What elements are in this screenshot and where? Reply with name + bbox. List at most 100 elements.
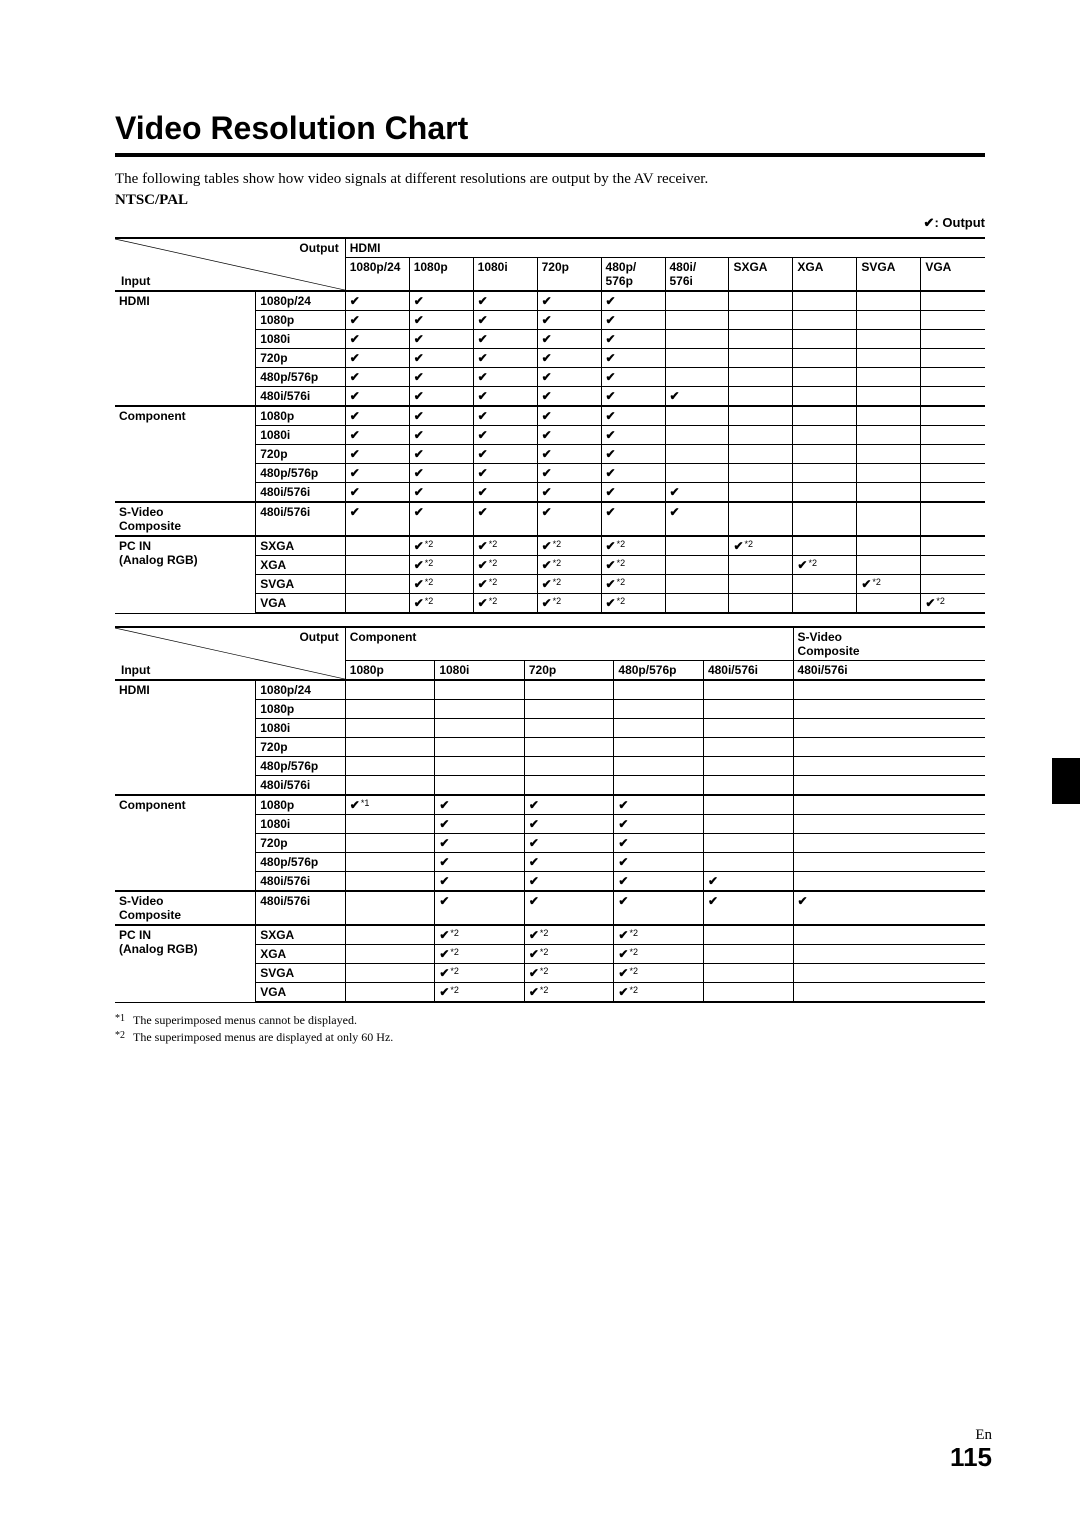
input-label: VGA — [256, 594, 346, 614]
input-label: 480p/576p — [256, 464, 346, 483]
cell — [729, 387, 793, 407]
cell — [345, 983, 435, 1003]
cell: ✔ — [601, 426, 665, 445]
cell — [793, 311, 857, 330]
cell — [729, 575, 793, 594]
cell — [524, 757, 614, 776]
legend: ✔: Output — [115, 215, 985, 231]
footnote: *1The superimposed menus cannot be displ… — [115, 1013, 985, 1028]
input-label: 1080p — [256, 406, 346, 426]
col-header: 480i/576i — [703, 661, 793, 681]
cell — [921, 464, 985, 483]
cell: ✔ — [601, 368, 665, 387]
diag-header: Output Input — [115, 627, 345, 680]
cell: ✔ — [345, 483, 409, 503]
input-label: 1080p — [256, 311, 346, 330]
cell — [857, 556, 921, 575]
cell — [729, 368, 793, 387]
col-header: 1080i — [473, 258, 537, 292]
cell — [857, 594, 921, 614]
input-label: 480i/576i — [256, 776, 346, 796]
cell: ✔ — [473, 330, 537, 349]
cell — [524, 719, 614, 738]
cell: ✔ — [524, 853, 614, 872]
cell — [729, 464, 793, 483]
cell — [729, 594, 793, 614]
cell — [793, 964, 985, 983]
cell: ✔*2 — [524, 964, 614, 983]
cell — [857, 445, 921, 464]
input-label: SVGA — [256, 575, 346, 594]
cell: ✔ — [409, 464, 473, 483]
cell: ✔*2 — [473, 536, 537, 556]
cell: ✔ — [345, 330, 409, 349]
col-header: 480i/576i — [665, 258, 729, 292]
cell — [665, 406, 729, 426]
cell: ✔ — [409, 502, 473, 536]
cell — [793, 330, 857, 349]
cell — [921, 426, 985, 445]
intro-text: The following tables show how video sign… — [115, 171, 985, 188]
cell — [729, 502, 793, 536]
cell — [703, 983, 793, 1003]
cell: ✔ — [435, 795, 525, 815]
cell — [665, 311, 729, 330]
cell — [703, 853, 793, 872]
input-group: HDMI — [115, 680, 256, 795]
cell: ✔ — [345, 368, 409, 387]
cell: ✔ — [409, 483, 473, 503]
cell: ✔ — [601, 311, 665, 330]
cell — [345, 872, 435, 892]
cell — [729, 483, 793, 503]
cell: ✔ — [345, 464, 409, 483]
cell: ✔ — [537, 330, 601, 349]
cell — [703, 719, 793, 738]
cell — [524, 700, 614, 719]
cell: ✔ — [435, 872, 525, 892]
cell: ✔ — [601, 406, 665, 426]
cell — [921, 483, 985, 503]
cell: ✔ — [537, 445, 601, 464]
cell — [665, 556, 729, 575]
legend-text: : Output — [934, 215, 985, 230]
page-footer: En 115 — [950, 1427, 992, 1470]
cell — [729, 445, 793, 464]
input-label: 1080p — [256, 700, 346, 719]
cell: ✔ — [409, 349, 473, 368]
cell — [793, 795, 985, 815]
cell: ✔ — [409, 387, 473, 407]
cell — [524, 680, 614, 700]
cell — [793, 406, 857, 426]
cell: ✔ — [345, 502, 409, 536]
cell — [793, 700, 985, 719]
input-label: 480p/576p — [256, 757, 346, 776]
input-group: HDMI — [115, 291, 256, 406]
cell — [921, 330, 985, 349]
cell: ✔ — [703, 872, 793, 892]
cell: ✔ — [665, 387, 729, 407]
cell — [729, 406, 793, 426]
cell — [857, 426, 921, 445]
diag-header: Output Input — [115, 238, 345, 291]
footnotes: *1The superimposed menus cannot be displ… — [115, 1013, 985, 1045]
cell: ✔ — [614, 815, 704, 834]
cell: ✔*2 — [409, 575, 473, 594]
cell — [793, 502, 857, 536]
cell — [665, 575, 729, 594]
cell: ✔ — [409, 368, 473, 387]
cell: ✔*1 — [345, 795, 435, 815]
cell: ✔ — [524, 872, 614, 892]
table2-container: Output Input ComponentS-VideoComposite10… — [115, 626, 985, 1003]
cell: ✔*2 — [537, 536, 601, 556]
cell — [665, 536, 729, 556]
cell: ✔ — [473, 387, 537, 407]
input-label: 480i/576i — [256, 502, 346, 536]
input-group: S-VideoComposite — [115, 502, 256, 536]
cell — [729, 349, 793, 368]
cell: ✔ — [524, 891, 614, 925]
cell — [857, 483, 921, 503]
col-header: 480i/576i — [793, 661, 985, 681]
input-label: 480p/576p — [256, 853, 346, 872]
cell — [435, 700, 525, 719]
cell: ✔*2 — [729, 536, 793, 556]
